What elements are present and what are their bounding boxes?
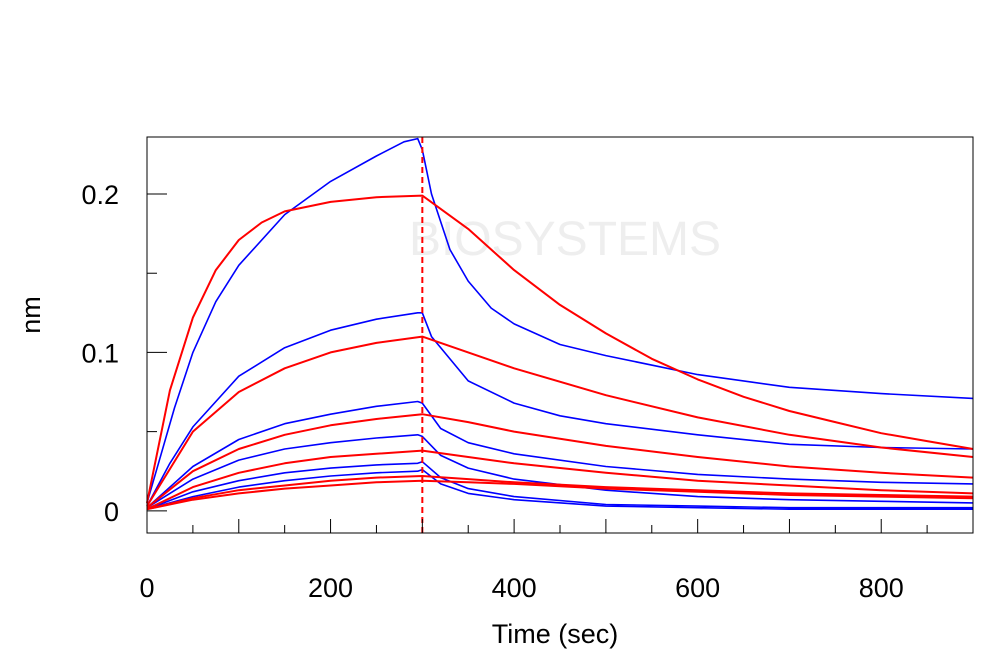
y-tick-label: 0.2 xyxy=(81,180,119,210)
plot-frame xyxy=(146,136,974,534)
x-tick-label: 800 xyxy=(859,573,904,603)
x-axis-title: Time (sec) xyxy=(492,619,619,649)
x-tick-label: 200 xyxy=(308,573,353,603)
observed-curve-5 xyxy=(146,460,973,510)
fit-curve-4 xyxy=(146,449,974,511)
axis-layer: 0 200 400 600 800 0 0.1 0.2 xyxy=(81,180,974,603)
observed-curve-2 xyxy=(146,311,974,507)
series-layer xyxy=(146,137,974,511)
observed-curve-1 xyxy=(146,137,974,504)
x-tick-label: 0 xyxy=(139,573,154,603)
y-tick-label: 0.1 xyxy=(81,338,119,368)
x-tick-label: 400 xyxy=(492,573,537,603)
fit-curve-2 xyxy=(146,335,974,507)
observed-curve-3 xyxy=(146,400,974,509)
fit-curve-5 xyxy=(146,475,974,511)
fit-curve-6 xyxy=(146,479,974,511)
observed-curve-4 xyxy=(146,433,974,509)
fit-curve-3 xyxy=(146,413,974,509)
y-tick-label: 0 xyxy=(104,497,119,527)
fit-curve-1 xyxy=(146,194,974,504)
watermark-text: BIOSYSTEMS xyxy=(409,213,721,266)
x-tick-label: 600 xyxy=(675,573,720,603)
y-axis-title: nm xyxy=(16,296,46,334)
